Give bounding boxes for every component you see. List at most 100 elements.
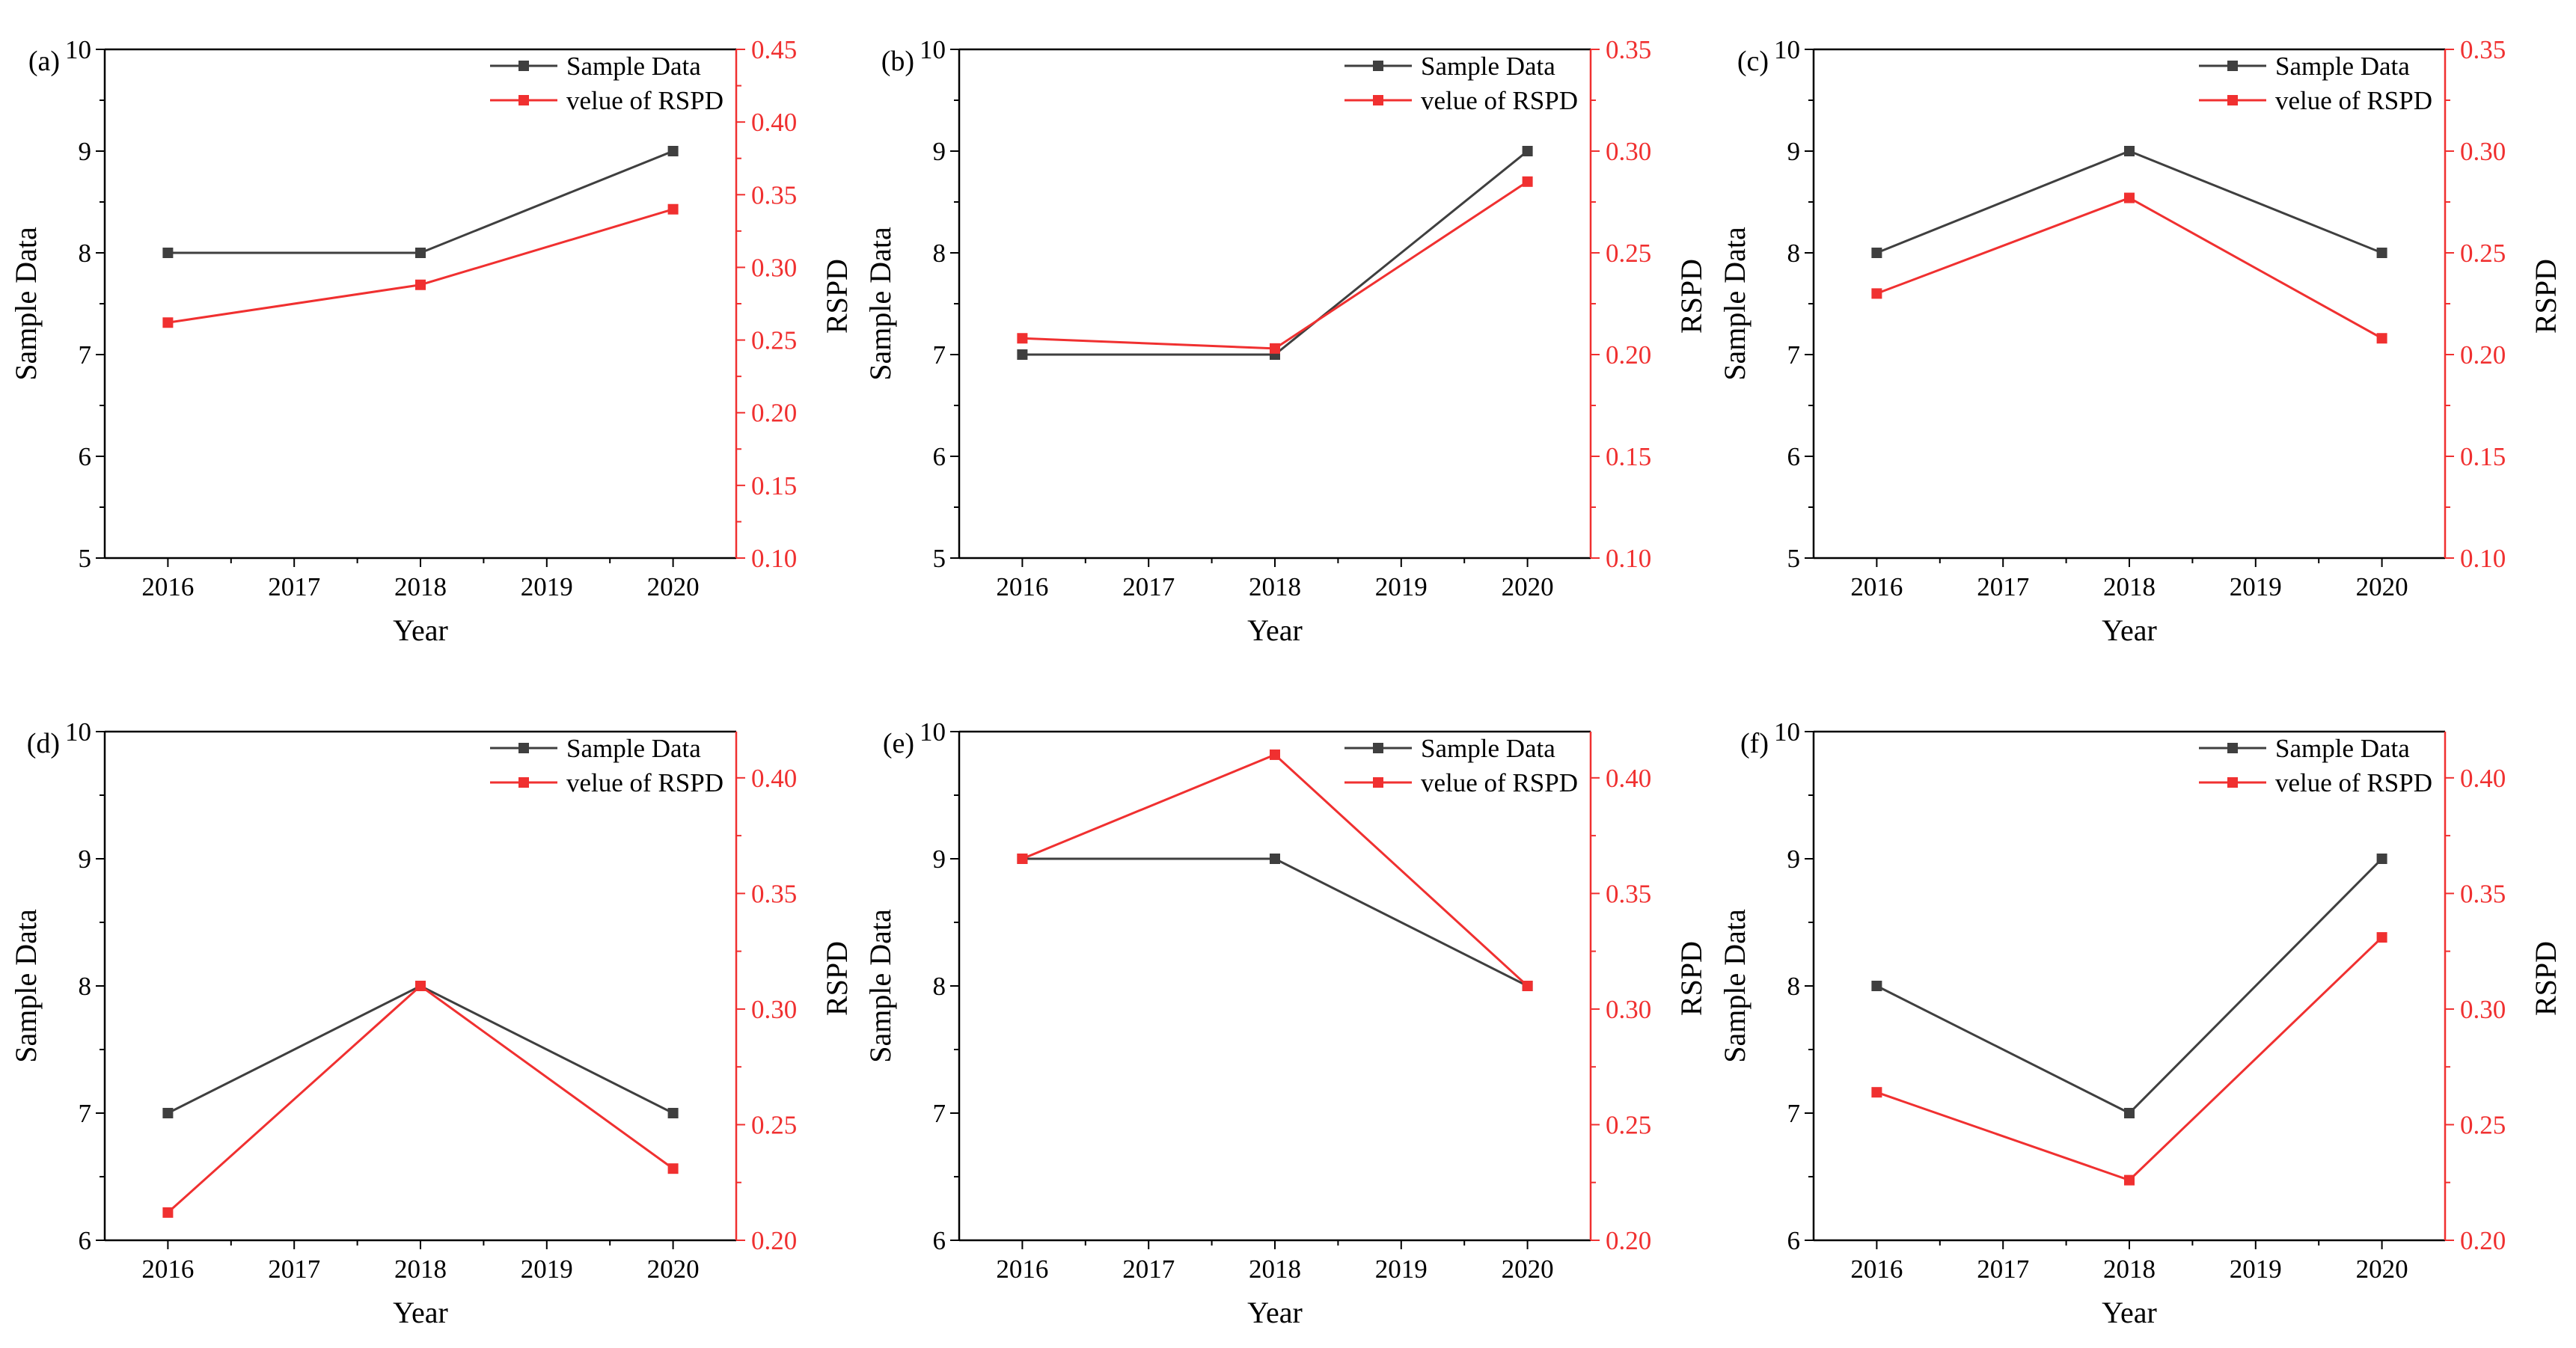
rspd-point: [2124, 192, 2135, 203]
rspd-line: [1876, 937, 2383, 1182]
x-tick-label: 2019: [521, 1254, 573, 1284]
x-tick-label: 2016: [1850, 572, 1903, 601]
left-y-tick-label: 9: [79, 845, 92, 874]
sample-data-line: [168, 150, 674, 254]
right-y-axis-title: RSPD: [2529, 941, 2563, 1016]
right-y-axis-title: RSPD: [2529, 259, 2563, 334]
panel-label: (a): [28, 46, 60, 77]
sample-data-point: [667, 1108, 679, 1118]
x-tick-label: 2020: [2356, 572, 2408, 601]
rspd-point: [2376, 333, 2387, 344]
x-tick-label: 2018: [394, 1254, 447, 1284]
right-y-tick-label: 0.15: [1606, 442, 1651, 471]
rspd-point: [162, 1207, 174, 1218]
right-y-tick-label: 0.30: [751, 253, 797, 282]
right-y-axis-title: RSPD: [1674, 941, 1708, 1016]
rspd-line: [167, 984, 674, 1214]
right-y-tick-label: 0.30: [1606, 995, 1651, 1024]
rspd-line: [1876, 196, 2383, 340]
rspd-point: [1871, 1087, 1882, 1098]
sample-data-point: [1871, 248, 1882, 258]
chart-panel: 2016 2017 2018 2019 2020 5 6 7 8 9 10 0.10 0.15 0.20 0…: [863, 35, 1708, 647]
left-y-tick-label: 10: [1774, 717, 1800, 747]
panel-label: (f): [1740, 728, 1769, 759]
left-y-tick-label: 5: [1787, 544, 1801, 573]
right-y-tick-label: 0.30: [2460, 995, 2506, 1024]
left-y-tick-label: 10: [920, 717, 946, 747]
right-y-tick-label: 0.40: [751, 764, 797, 793]
x-tick-label: 2019: [2230, 572, 2282, 601]
left-y-tick-label: 10: [65, 35, 91, 64]
sample-data-point: [162, 1108, 174, 1118]
left-y-tick-label: 9: [79, 137, 92, 166]
left-y-tick-label: 9: [1787, 137, 1801, 166]
left-y-tick-label: 9: [933, 137, 946, 166]
right-y-tick-label: 0.20: [2460, 1226, 2506, 1255]
rspd-point: [667, 1163, 679, 1174]
right-y-tick-label: 0.15: [2460, 442, 2506, 471]
rspd-point: [1017, 854, 1028, 864]
x-tick-label: 2019: [1375, 1254, 1428, 1284]
rspd-point: [2124, 1174, 2135, 1186]
left-y-tick-label: 6: [1787, 1226, 1801, 1255]
right-y-tick-label: 0.25: [1606, 239, 1651, 268]
sample-data-point: [1270, 854, 1280, 864]
x-tick-label: 2016: [996, 572, 1048, 601]
sample-data-point: [2376, 248, 2387, 258]
legend-marker: [2227, 743, 2238, 753]
left-y-tick-label: 7: [79, 1099, 92, 1128]
panel-label: (d): [27, 728, 60, 759]
panel-label: (c): [1737, 46, 1769, 77]
chart-panel: 2016 2017 2018 2019 2020 5 6 7 8 9 10 0.10 0.15 0.20 0…: [1718, 35, 2563, 647]
rspd-line: [168, 208, 674, 324]
left-y-tick-label: 5: [933, 544, 946, 573]
x-tick-label: 2016: [141, 1254, 194, 1284]
sample-data-line: [1022, 150, 1529, 356]
x-tick-label: 2017: [1122, 572, 1175, 601]
left-y-axis-title: Sample Data: [9, 909, 43, 1063]
left-y-tick-label: 8: [1787, 972, 1801, 1001]
right-y-tick-label: 0.30: [1606, 137, 1651, 166]
legend-marker: [2227, 95, 2238, 105]
rspd-point: [1871, 288, 1882, 299]
sample-data-line: [1022, 857, 1529, 987]
right-y-tick-label: 0.20: [751, 1226, 797, 1255]
x-axis-title: Year: [2102, 613, 2157, 647]
rspd-point: [2376, 932, 2387, 943]
x-axis-title: Year: [1247, 1296, 1303, 1329]
legend-entry-label: Sample Data: [2275, 52, 2410, 81]
right-y-tick-label: 0.35: [1606, 879, 1651, 908]
left-y-axis-title: Sample Data: [1718, 227, 1752, 381]
right-y-tick-label: 0.35: [1606, 35, 1651, 64]
legend-entry-label: Sample Data: [566, 52, 701, 81]
x-tick-label: 2019: [521, 572, 573, 601]
right-y-tick-label: 0.25: [2460, 239, 2506, 268]
right-y-tick-label: 0.10: [751, 544, 797, 573]
left-y-tick-label: 8: [933, 972, 946, 1001]
right-y-axis-title: RSPD: [1674, 259, 1708, 334]
legend-entry-label: Sample Data: [1421, 52, 1555, 81]
legend-entry-label: velue of RSPD: [1421, 768, 1578, 797]
legend-entry-label: Sample Data: [2275, 734, 2410, 763]
sample-data-point: [2124, 146, 2135, 156]
legend-marker: [518, 743, 529, 753]
right-y-tick-label: 0.35: [751, 180, 797, 209]
left-y-tick-label: 9: [933, 845, 946, 874]
right-y-tick-label: 0.25: [751, 326, 797, 355]
right-y-tick-label: 0.30: [751, 995, 797, 1024]
x-tick-label: 2020: [2356, 1254, 2408, 1284]
right-y-tick-label: 0.40: [751, 108, 797, 137]
left-y-tick-label: 10: [920, 35, 946, 64]
legend-entry-label: velue of RSPD: [1421, 86, 1578, 115]
x-tick-label: 2018: [2103, 572, 2156, 601]
left-y-tick-label: 10: [65, 717, 91, 747]
left-y-tick-label: 7: [933, 1099, 946, 1128]
sample-data-line: [1876, 857, 2383, 1115]
left-y-axis-title: Sample Data: [1718, 909, 1752, 1063]
right-y-tick-label: 0.15: [751, 471, 797, 500]
left-y-tick-label: 6: [933, 1226, 946, 1255]
rspd-point: [415, 981, 426, 991]
left-y-tick-label: 6: [1787, 442, 1801, 471]
legend-marker: [2227, 61, 2238, 71]
x-tick-label: 2017: [268, 1254, 320, 1284]
